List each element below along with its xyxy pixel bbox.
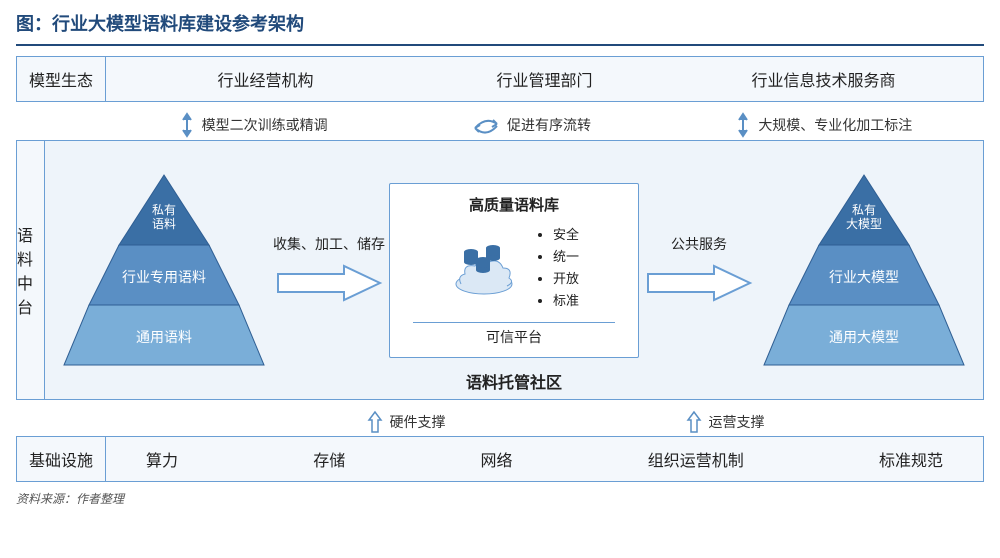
diagram-title: 图：行业大模型语料库建设参考架构 <box>16 10 984 36</box>
database-cloud-icon <box>449 236 519 296</box>
layer-bottom: 基础设施 算力 存储 网络 组织运营机制 标准规范 <box>16 436 984 482</box>
right-arrow-label: 公共服务 <box>671 234 727 254</box>
center-footer: 可信平台 <box>486 327 542 347</box>
left-pyr-bot: 通用语料 <box>59 327 269 347</box>
center-header: 高质量语料库 <box>469 194 559 215</box>
bidir-arrow-icon <box>178 112 196 138</box>
center-box: 高质量语料库 安全 统一 开放 标准 <box>389 183 639 358</box>
layer-bottom-body: 算力 存储 网络 组织运营机制 标准规范 <box>105 436 984 482</box>
bullet-2: 开放 <box>553 268 579 287</box>
top-item-0: 行业经营机构 <box>126 67 405 91</box>
top-arrow-0: 模型二次训练或精调 <box>178 112 328 138</box>
left-arrow-label: 收集、加工、储存 <box>273 234 385 254</box>
left-pyr-mid: 行业专用语料 <box>59 267 269 287</box>
top-arrow-0-text: 模型二次训练或精调 <box>202 115 328 135</box>
bottom-item-4: 标准规范 <box>879 447 943 471</box>
bot-arrow-0: 硬件支撑 <box>366 410 446 434</box>
layer-top-body: 行业经营机构 行业管理部门 行业信息技术服务商 <box>105 56 984 102</box>
bot-arrow-1: 运营支撑 <box>685 410 765 434</box>
left-big-arrow: 收集、加工、储存 <box>269 234 389 306</box>
center-divider <box>413 322 615 323</box>
bullet-0: 安全 <box>553 224 579 243</box>
bullet-1: 统一 <box>553 246 579 265</box>
bottom-item-3: 组织运营机制 <box>648 447 744 471</box>
top-item-1: 行业管理部门 <box>405 67 684 91</box>
big-arrow-right-icon <box>644 260 754 306</box>
top-arrow-1-text: 促进有序流转 <box>507 115 591 135</box>
layer-bottom-label: 基础设施 <box>16 436 106 482</box>
top-arrow-2: 大规模、专业化加工标注 <box>734 112 912 138</box>
community-label: 语料托管社区 <box>45 369 983 393</box>
bottom-item-2: 网络 <box>480 447 512 471</box>
left-pyramid: 私有语料 行业专用语料 通用语料 <box>59 165 269 375</box>
top-arrows-row: 模型二次训练或精调 促进有序流转 大规模、专业化加工标注 <box>16 110 984 140</box>
layer-top-label: 模型生态 <box>16 56 106 102</box>
layer-mid-label: 语料中台 <box>16 140 45 400</box>
layer-mid: 语料中台 私有语料 行业专用语料 通用语料 收集、加工、储存 高质量语料库 <box>16 140 984 400</box>
bottom-item-1: 存储 <box>313 447 345 471</box>
bot-arrow-0-text: 硬件支撑 <box>390 412 446 432</box>
top-arrow-1: 促进有序流转 <box>471 112 591 138</box>
top-arrow-2-text: 大规模、专业化加工标注 <box>758 115 912 135</box>
left-pyr-top: 私有语料 <box>59 203 269 231</box>
bottom-item-0: 算力 <box>146 447 178 471</box>
top-item-2: 行业信息技术服务商 <box>684 67 963 91</box>
bot-arrow-1-text: 运营支撑 <box>709 412 765 432</box>
title-divider <box>16 44 984 46</box>
bidir-arrow-icon <box>734 112 752 138</box>
source-note: 资料来源：作者整理 <box>16 490 984 507</box>
right-pyr-bot: 通用大模型 <box>759 327 969 347</box>
center-bullets: 安全 统一 开放 标准 <box>537 221 579 312</box>
bullet-3: 标准 <box>553 290 579 309</box>
layer-top: 模型生态 行业经营机构 行业管理部门 行业信息技术服务商 <box>16 56 984 102</box>
right-pyr-mid: 行业大模型 <box>759 267 969 287</box>
big-arrow-right-icon <box>274 260 384 306</box>
layer-mid-body: 私有语料 行业专用语料 通用语料 收集、加工、储存 高质量语料库 <box>44 140 984 400</box>
right-big-arrow: 公共服务 <box>639 234 759 306</box>
up-arrow-icon <box>366 410 384 434</box>
right-pyr-top: 私有大模型 <box>759 203 969 231</box>
right-pyramid: 私有大模型 行业大模型 通用大模型 <box>759 165 969 375</box>
bottom-arrows-row: 硬件支撑 运营支撑 <box>16 408 984 436</box>
up-arrow-icon <box>685 410 703 434</box>
swirl-arrow-icon <box>471 114 501 136</box>
